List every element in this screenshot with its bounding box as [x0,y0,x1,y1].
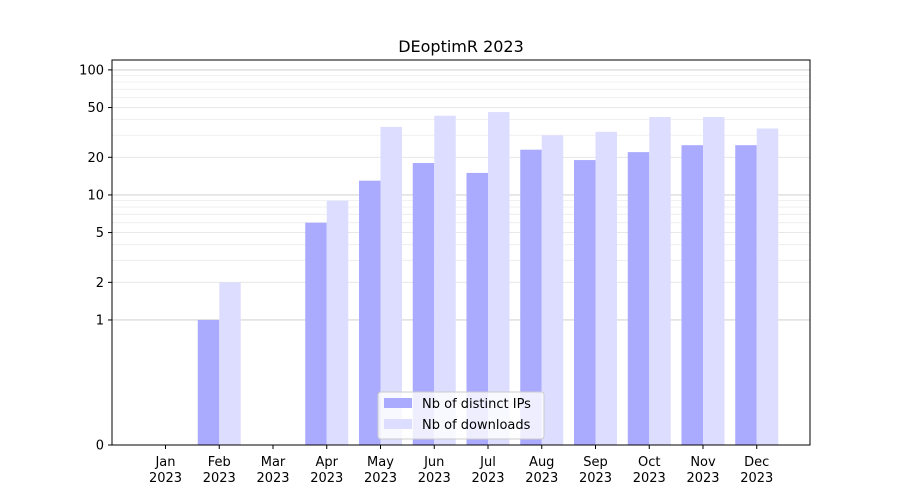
bar-downloads [380,126,402,446]
x-tick-label-month: Jul [479,455,496,470]
bar-downloads [649,117,671,445]
bar-distinct-ips [735,145,757,445]
y-tick-label: 20 [87,151,104,166]
x-tick-label-year: 2023 [525,471,558,486]
y-tick-label: 0 [96,439,104,454]
x-axis: Jan2023Feb2023Mar2023Apr2023May2023Jun20… [149,445,773,486]
x-tick-label-year: 2023 [310,471,343,486]
bar-distinct-ips [359,180,381,445]
gridlines [112,69,810,321]
bar-downloads [488,112,510,445]
x-tick-label-year: 2023 [203,471,236,486]
x-tick-label-month: Aug [529,455,554,470]
x-tick-label-year: 2023 [364,471,397,486]
bar-distinct-ips [681,145,703,445]
bar-distinct-ips [197,319,220,445]
legend-swatch [384,398,412,408]
bar-distinct-ips [627,152,650,445]
y-tick-label: 100 [79,63,104,78]
bar-distinct-ips [466,172,488,445]
bar-downloads [595,131,617,445]
bar-distinct-ips [574,160,596,445]
y-tick-label: 1 [96,313,104,328]
bar-distinct-ips [305,222,327,445]
y-tick-label: 50 [87,101,104,116]
bar-downloads [703,117,725,445]
y-tick-label: 2 [96,276,104,291]
x-tick-label-month: Feb [208,455,231,470]
x-tick-label-year: 2023 [149,471,182,486]
legend-label: Nb of downloads [422,418,531,433]
x-tick-label-year: 2023 [256,471,289,486]
x-tick-label-month: Mar [261,455,286,470]
bar-downloads [541,135,564,445]
axes-frame [111,59,811,446]
x-tick-label-year: 2023 [579,471,612,486]
bar-distinct-ips [520,149,542,446]
x-tick-label-year: 2023 [471,471,504,486]
x-tick-label-month: Apr [316,455,339,470]
bar-downloads [219,282,241,445]
bar-downloads [434,115,456,445]
legend-swatch [384,419,412,429]
y-tick-label: 5 [96,226,104,241]
chart-title: DEoptimR 2023 [398,37,524,56]
x-tick-label-month: Dec [744,455,769,470]
x-tick-label-year: 2023 [686,471,719,486]
y-tick-label: 10 [87,188,104,203]
bar-downloads [756,128,779,445]
x-tick-label-month: Jan [154,455,175,470]
x-tick-label-month: May [367,455,394,470]
x-tick-label-month: Nov [690,455,716,470]
legend: Nb of distinct IPs Nb of downloads [377,391,545,440]
x-tick-label-year: 2023 [633,471,666,486]
x-tick-label-month: Jun [423,455,444,470]
x-tick-label-month: Oct [638,455,660,470]
bar-downloads [326,200,349,445]
y-axis: 0 1 2 5 10 20 50 100 [79,63,112,454]
x-tick-label-year: 2023 [418,471,451,486]
bar-distinct-ips [412,163,435,445]
legend-box [377,391,545,440]
x-tick-label-month: Sep [583,455,608,470]
legend-label: Nb of distinct IPs [422,397,531,412]
bars [197,112,779,446]
x-tick-label-year: 2023 [740,471,773,486]
